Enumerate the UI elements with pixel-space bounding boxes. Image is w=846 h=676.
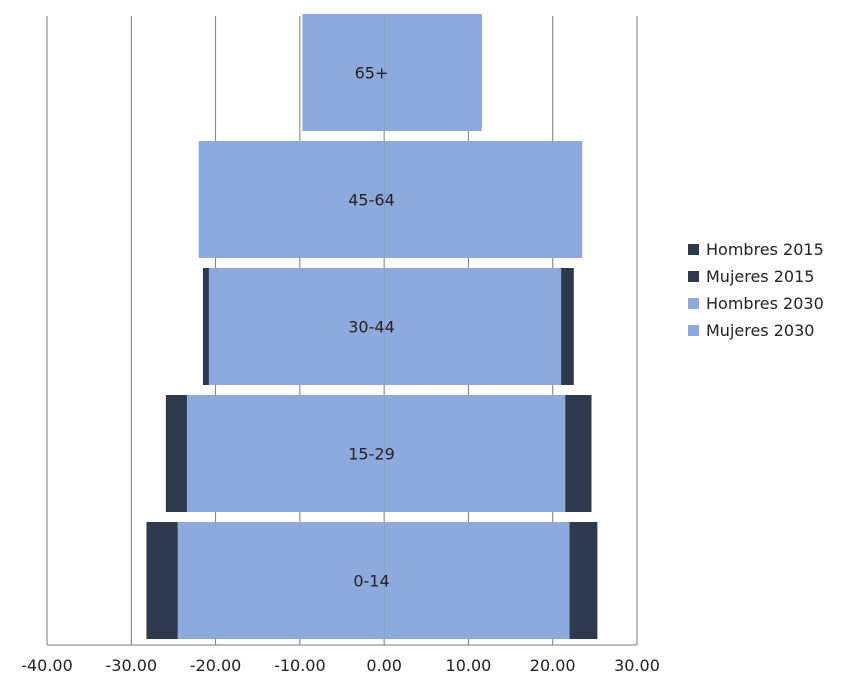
bar-mujeres-2030	[384, 268, 562, 385]
legend-swatch	[688, 298, 699, 309]
legend-label: Mujeres 2030	[706, 321, 815, 340]
bar-mujeres-2030	[384, 395, 566, 512]
bar-hombres-2030	[177, 522, 385, 639]
bar-hombres-2030	[208, 268, 385, 385]
legend-item: Hombres 2015	[688, 236, 824, 263]
x-tick-label: -20.00	[190, 656, 242, 675]
legend: Hombres 2015 Mujeres 2015 Hombres 2030 M…	[688, 236, 824, 344]
x-tick-label: 30.00	[614, 656, 660, 675]
x-axis-ticks: -40.00 -30.00 -20.00 -10.00 0.00 10.00 20.00 30…	[21, 656, 660, 675]
x-tick-label: 20.00	[530, 656, 576, 675]
legend-item: Mujeres 2015	[688, 263, 824, 290]
bars	[146, 14, 598, 639]
x-tick-label: -40.00	[21, 656, 73, 675]
category-label: 45-64	[348, 191, 395, 210]
legend-label: Hombres 2030	[706, 294, 824, 313]
legend-label: Hombres 2015	[706, 240, 824, 259]
x-tick-label: -10.00	[274, 656, 326, 675]
x-tick-label: 0.00	[366, 656, 402, 675]
category-label: 30-44	[348, 318, 395, 337]
bar-mujeres-2030	[384, 141, 583, 258]
legend-swatch	[688, 271, 699, 282]
legend-label: Mujeres 2015	[706, 267, 815, 286]
category-label: 15-29	[348, 445, 395, 464]
bar-mujeres-2030	[384, 14, 482, 131]
bar-hombres-2030	[302, 14, 385, 131]
category-labels: 0-14 15-29 30-44 45-64 65+	[348, 64, 395, 591]
bar-hombres-2030	[186, 395, 385, 512]
x-tick-label: 10.00	[446, 656, 492, 675]
legend-swatch	[688, 244, 699, 255]
category-label: 65+	[355, 64, 389, 83]
bar-hombres-2030	[198, 141, 385, 258]
bar-mujeres-2030	[384, 522, 570, 639]
legend-item: Mujeres 2030	[688, 317, 824, 344]
legend-item: Hombres 2030	[688, 290, 824, 317]
x-tick-label: -30.00	[105, 656, 157, 675]
legend-swatch	[688, 325, 699, 336]
category-label: 0-14	[353, 572, 389, 591]
